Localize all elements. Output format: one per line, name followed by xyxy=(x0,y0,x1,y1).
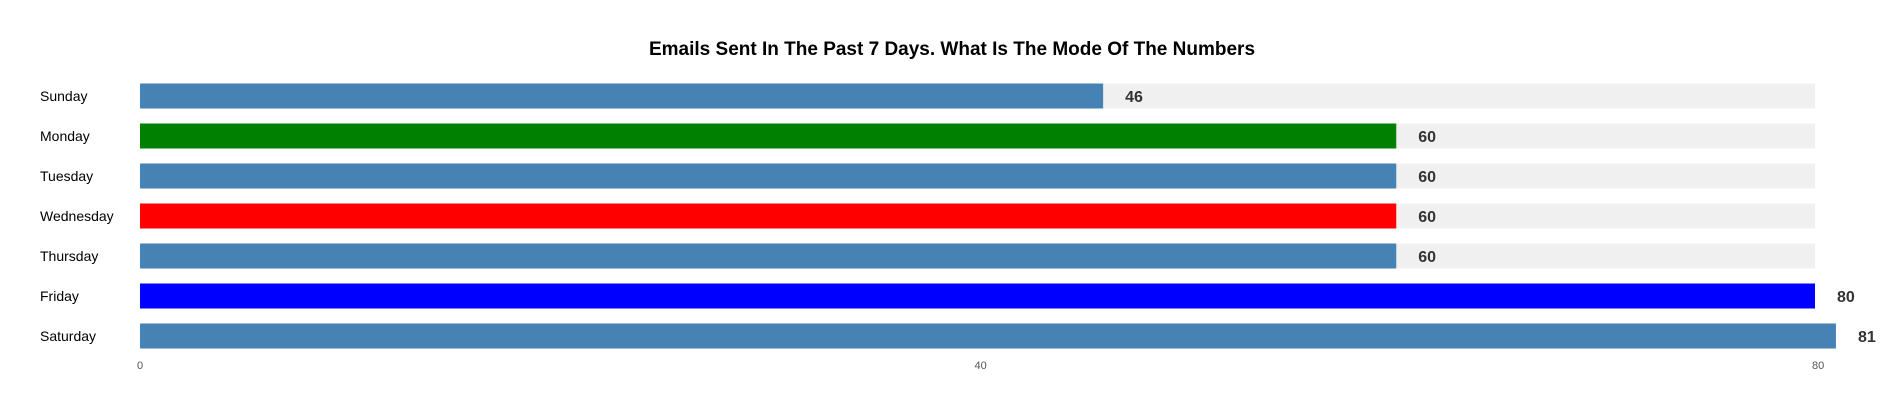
chart-title: Emails Sent In The Past 7 Days. What Is … xyxy=(648,39,1256,60)
value-label-saturday: 81 xyxy=(1858,329,1876,346)
category-label-friday: Friday xyxy=(40,288,79,304)
value-label-thursday: 60 xyxy=(1418,249,1436,266)
value-label-monday: 60 xyxy=(1418,129,1436,146)
bar-wednesday xyxy=(140,203,1397,229)
value-label-sunday: 46 xyxy=(1125,89,1143,106)
x-tick-label-0: 0 xyxy=(137,360,143,372)
value-label-tuesday: 60 xyxy=(1418,169,1436,186)
category-label-tuesday: Tuesday xyxy=(40,168,93,184)
category-label-sunday: Sunday xyxy=(40,88,87,104)
value-label-wednesday: 60 xyxy=(1418,209,1436,226)
x-tick-label-80: 80 xyxy=(1812,360,1824,372)
bar-saturday xyxy=(140,323,1836,349)
category-label-thursday: Thursday xyxy=(40,248,98,264)
bar-friday xyxy=(140,283,1815,309)
bar-tuesday xyxy=(140,163,1397,189)
category-label-monday: Monday xyxy=(40,128,90,144)
bar-sunday xyxy=(140,83,1104,109)
bar-thursday xyxy=(140,243,1397,269)
value-label-friday: 80 xyxy=(1837,289,1855,306)
category-label-saturday: Saturday xyxy=(40,328,96,344)
category-label-wednesday: Wednesday xyxy=(40,208,114,224)
bar-monday xyxy=(140,123,1397,149)
x-tick-label-40: 40 xyxy=(975,360,987,372)
